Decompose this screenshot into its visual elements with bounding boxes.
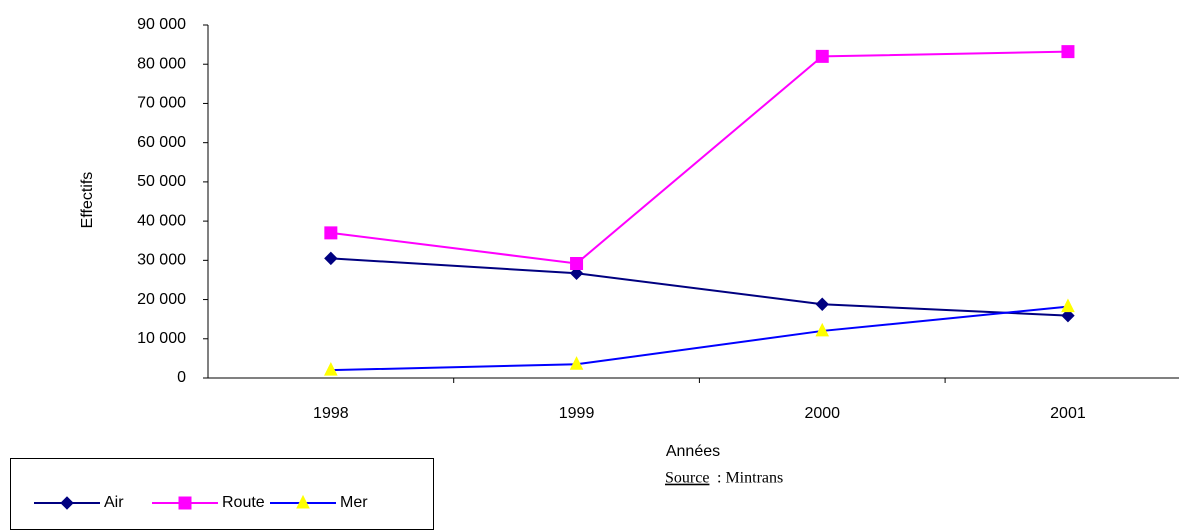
data-point — [569, 356, 584, 370]
data-point — [570, 256, 584, 270]
legend-marker — [60, 496, 74, 510]
data-point — [1061, 298, 1075, 313]
y-tick-label: 80 000 — [137, 55, 186, 72]
y-tick-label: 90 000 — [137, 16, 186, 33]
y-tick-label: 30 000 — [137, 252, 186, 269]
series-line — [330, 305, 1069, 372]
x-tick-label: 2000 — [804, 405, 840, 422]
y-tick-label: 70 000 — [137, 95, 186, 112]
y-tick-label: 50 000 — [137, 173, 186, 190]
data-point — [1061, 45, 1075, 59]
y-axis-label: Effectifs — [79, 172, 96, 229]
data-point — [324, 251, 338, 266]
data-point — [324, 362, 338, 376]
legend-label: Mer — [340, 494, 368, 511]
x-tick-label: 2001 — [1050, 405, 1086, 422]
y-tick-label: 20 000 — [137, 291, 186, 308]
source-label: Source — [665, 470, 709, 487]
data-point — [324, 226, 338, 240]
legend-marker — [178, 496, 192, 510]
series-line — [330, 257, 1068, 317]
data-point — [569, 266, 584, 280]
legend-label: Route — [222, 494, 265, 511]
data-point — [815, 322, 830, 337]
legend-box — [10, 458, 434, 530]
y-tick-label: 0 — [177, 369, 186, 386]
x-axis-label: Années — [666, 443, 720, 460]
data-point — [815, 297, 829, 311]
legend-label: Air — [104, 494, 124, 511]
data-point — [1061, 308, 1075, 323]
y-tick-label: 10 000 — [137, 330, 186, 347]
y-tick-label: 60 000 — [137, 134, 186, 151]
legend-marker — [296, 494, 310, 509]
data-point — [815, 49, 829, 63]
x-tick-label: 1998 — [313, 405, 349, 422]
x-tick-label: 1999 — [559, 405, 595, 422]
series-line — [330, 50, 1068, 265]
y-tick-label: 40 000 — [137, 212, 186, 229]
source-text: : Mintrans — [717, 470, 783, 487]
